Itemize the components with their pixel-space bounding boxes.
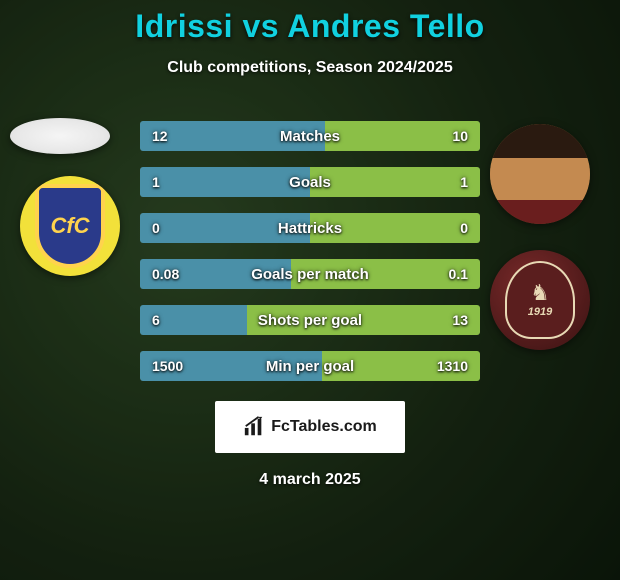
stat-label: Hattricks <box>140 220 480 237</box>
club-right-badge-inner: ♞ 1919 <box>505 261 575 339</box>
date-label: 4 march 2025 <box>0 471 620 489</box>
site-badge-text: FcTables.com <box>271 418 377 436</box>
comparison-title: Idrissi vs Andres Tello <box>0 8 620 45</box>
stat-row: 11Goals <box>140 167 480 197</box>
stat-label: Goals <box>140 174 480 191</box>
club-left-badge: CfC <box>20 176 120 276</box>
player-right-face <box>490 124 590 224</box>
club-right-year: 1919 <box>528 306 552 318</box>
club-left-badge-inner: CfC <box>35 184 105 268</box>
chart-icon <box>243 416 265 438</box>
stat-label: Shots per goal <box>140 312 480 329</box>
content: Idrissi vs Andres Tello Club competition… <box>0 0 620 580</box>
club-right-badge: ♞ 1919 <box>490 250 590 350</box>
stat-label: Matches <box>140 128 480 145</box>
stat-row: 00Hattricks <box>140 213 480 243</box>
stat-row: 15001310Min per goal <box>140 351 480 381</box>
subtitle: Club competitions, Season 2024/2025 <box>0 59 620 77</box>
player-left-avatar <box>10 118 110 154</box>
stat-row: 0.080.1Goals per match <box>140 259 480 289</box>
stat-label: Min per goal <box>140 358 480 375</box>
player-right-avatar <box>490 124 590 224</box>
stat-row: 1210Matches <box>140 121 480 151</box>
horse-icon: ♞ <box>530 282 550 304</box>
stat-row: 613Shots per goal <box>140 305 480 335</box>
stat-label: Goals per match <box>140 266 480 283</box>
site-badge[interactable]: FcTables.com <box>215 401 405 453</box>
